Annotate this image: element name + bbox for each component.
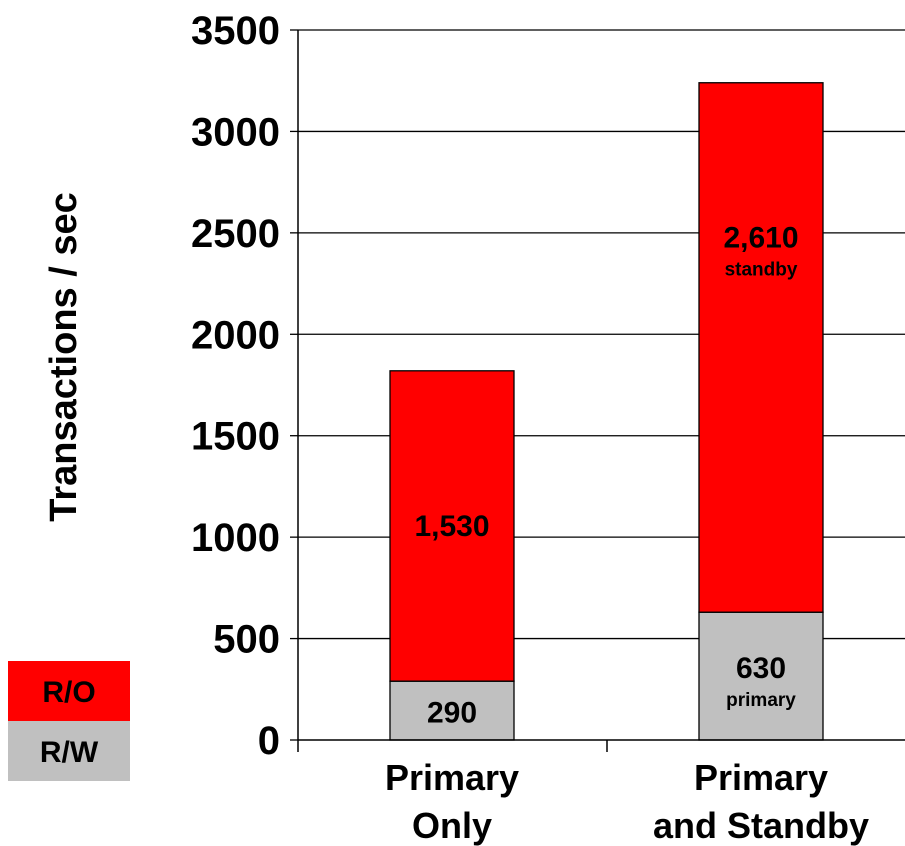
labels: 0 500 1000 1500 2000 2500 3000 3500 290 1,530 Prim… bbox=[43, 9, 869, 846]
data-label: 630 bbox=[736, 652, 786, 685]
x-category-label: Primary bbox=[385, 757, 519, 798]
legend-swatch-rw bbox=[8, 721, 130, 781]
axes bbox=[290, 29, 905, 752]
x-category-label: and Standby bbox=[653, 805, 869, 846]
data-label: 2,610 bbox=[723, 222, 798, 255]
legend: R/O R/W bbox=[8, 661, 130, 781]
x-category-label: Only bbox=[412, 805, 492, 846]
data-label: 1,530 bbox=[414, 510, 489, 543]
y-tick-label: 0 bbox=[258, 719, 280, 763]
y-tick-label: 500 bbox=[213, 618, 280, 662]
y-tick-label: 1000 bbox=[191, 516, 280, 560]
y-tick-label: 3500 bbox=[191, 9, 280, 53]
data-label: 290 bbox=[427, 697, 477, 730]
y-tick-label: 2000 bbox=[191, 313, 280, 357]
y-tick-label: 3000 bbox=[191, 110, 280, 154]
x-category-label: Primary bbox=[694, 757, 828, 798]
y-tick-label: 1500 bbox=[191, 415, 280, 459]
data-sublabel: primary bbox=[726, 690, 796, 711]
data-sublabel: standby bbox=[725, 260, 798, 281]
bar-segment-ro bbox=[389, 370, 515, 682]
y-axis-title: Transactions / sec bbox=[43, 192, 85, 522]
legend-label: R/O bbox=[42, 676, 95, 709]
legend-label: R/W bbox=[40, 736, 99, 769]
bars bbox=[389, 82, 824, 741]
legend-swatch-ro bbox=[8, 661, 130, 721]
y-tick-label: 2500 bbox=[191, 212, 280, 256]
bar-segment-ro bbox=[698, 82, 824, 613]
bar-segment-rw bbox=[698, 611, 824, 741]
